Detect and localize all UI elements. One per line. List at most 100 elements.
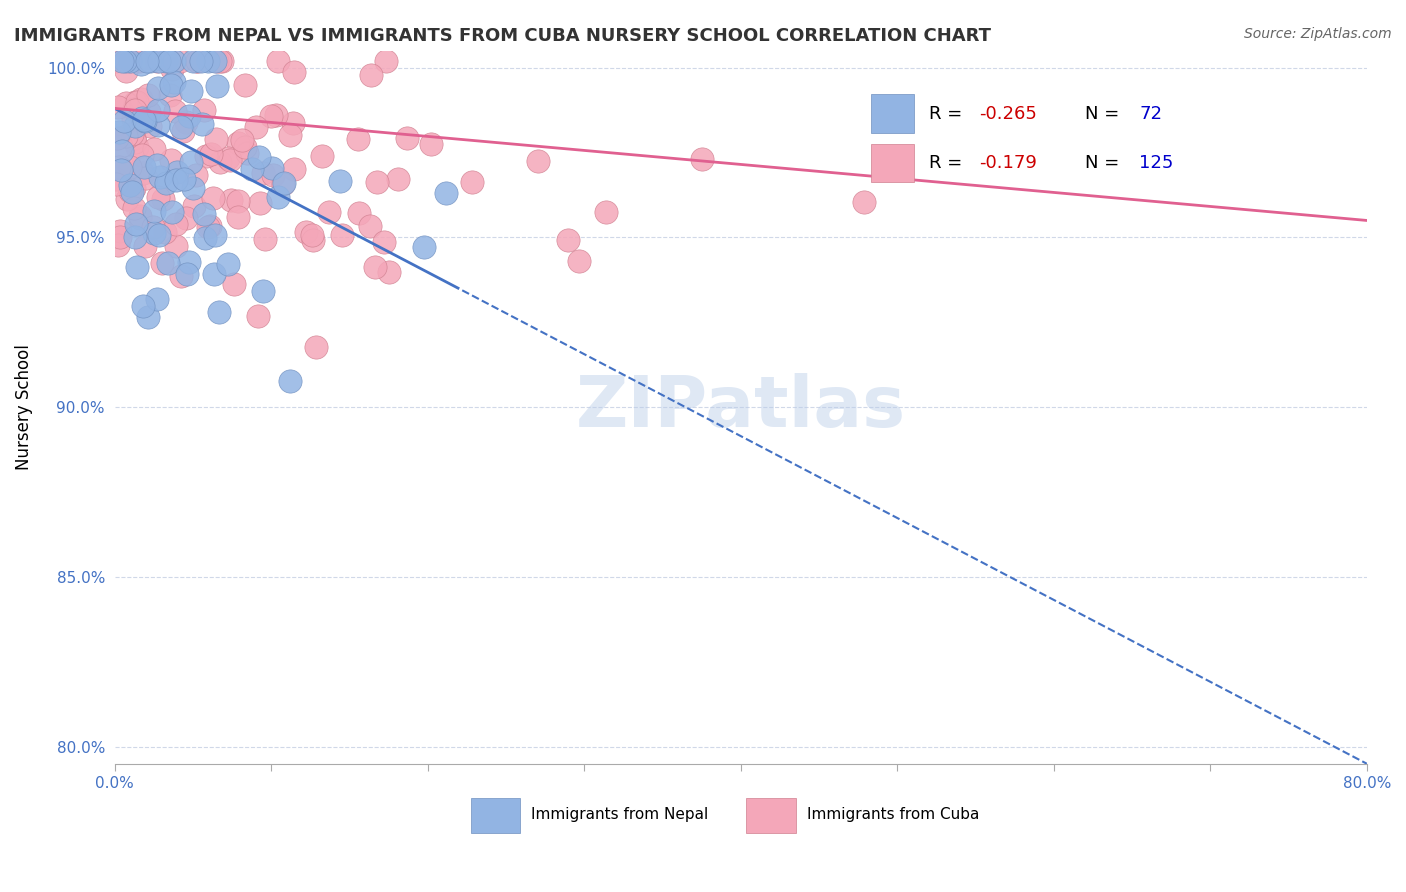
Point	[108, 224, 131, 238]
Point	[332, 227, 354, 242]
Point	[163, 103, 186, 118]
Point	[136, 54, 159, 68]
Point	[295, 225, 318, 239]
Point	[349, 205, 371, 219]
Point	[128, 54, 150, 68]
Point	[120, 54, 142, 68]
Point	[114, 64, 136, 78]
Point	[160, 205, 183, 219]
Point	[193, 103, 215, 117]
Point	[165, 173, 187, 187]
Point	[165, 238, 187, 252]
Point	[200, 146, 222, 161]
Point	[121, 185, 143, 199]
Point	[197, 54, 219, 68]
Point	[246, 310, 269, 324]
Point	[129, 57, 152, 71]
Point	[146, 190, 169, 204]
Point	[267, 54, 290, 68]
Point	[132, 299, 155, 313]
Point	[146, 103, 169, 117]
Point	[122, 103, 145, 117]
Point	[595, 204, 617, 219]
Point	[148, 227, 170, 242]
Point	[283, 65, 305, 79]
Point	[180, 84, 202, 98]
Point	[125, 217, 148, 231]
Point	[329, 173, 352, 187]
Point	[245, 120, 267, 134]
Point	[165, 217, 187, 231]
Point	[134, 114, 156, 128]
Point	[262, 168, 284, 182]
Point	[204, 228, 226, 243]
Point	[690, 153, 713, 167]
Point	[111, 144, 134, 158]
Point	[104, 172, 127, 186]
Point	[253, 232, 276, 246]
Point	[152, 192, 174, 206]
Point	[131, 111, 153, 125]
Point	[146, 118, 169, 132]
Point	[124, 230, 146, 244]
Point	[118, 160, 141, 174]
Point	[186, 168, 208, 182]
Point	[191, 117, 214, 131]
Point	[172, 124, 194, 138]
Point	[122, 201, 145, 215]
Point	[359, 219, 381, 234]
Point	[124, 103, 146, 117]
Point	[177, 254, 200, 268]
Point	[434, 186, 457, 200]
Point	[111, 54, 134, 68]
Point	[117, 192, 139, 206]
Point	[219, 194, 242, 208]
Point	[853, 195, 876, 210]
Point	[148, 54, 170, 68]
Point	[115, 54, 138, 68]
Point	[190, 54, 212, 68]
Point	[153, 225, 176, 239]
Point	[281, 116, 304, 130]
Point	[205, 78, 228, 93]
Point	[105, 131, 128, 145]
Point	[180, 155, 202, 169]
Point	[112, 162, 135, 177]
Point	[273, 176, 295, 190]
Point	[264, 108, 287, 122]
Point	[110, 163, 132, 178]
Point	[311, 148, 333, 162]
Point	[146, 158, 169, 172]
Point	[557, 233, 579, 247]
Point	[208, 54, 231, 68]
Point	[124, 135, 146, 149]
Point	[395, 131, 418, 145]
Point	[134, 112, 156, 127]
Point	[108, 125, 131, 139]
Point	[131, 147, 153, 161]
Point	[173, 172, 195, 186]
Point	[169, 269, 191, 284]
Point	[124, 119, 146, 133]
Point	[301, 227, 323, 242]
Point	[194, 149, 217, 163]
Point	[159, 88, 181, 103]
Point	[226, 194, 249, 209]
Point	[156, 256, 179, 270]
Point	[249, 196, 271, 211]
Point	[141, 220, 163, 235]
Point	[166, 165, 188, 179]
Point	[107, 238, 129, 252]
Point	[205, 54, 228, 68]
Point	[146, 80, 169, 95]
Point	[145, 293, 167, 307]
Point	[163, 54, 186, 68]
Point	[226, 136, 249, 150]
Point	[209, 155, 232, 169]
Point	[183, 181, 205, 195]
Point	[201, 191, 224, 205]
Point	[124, 95, 146, 110]
Point	[247, 150, 270, 164]
Point	[278, 375, 301, 389]
Point	[420, 136, 443, 151]
